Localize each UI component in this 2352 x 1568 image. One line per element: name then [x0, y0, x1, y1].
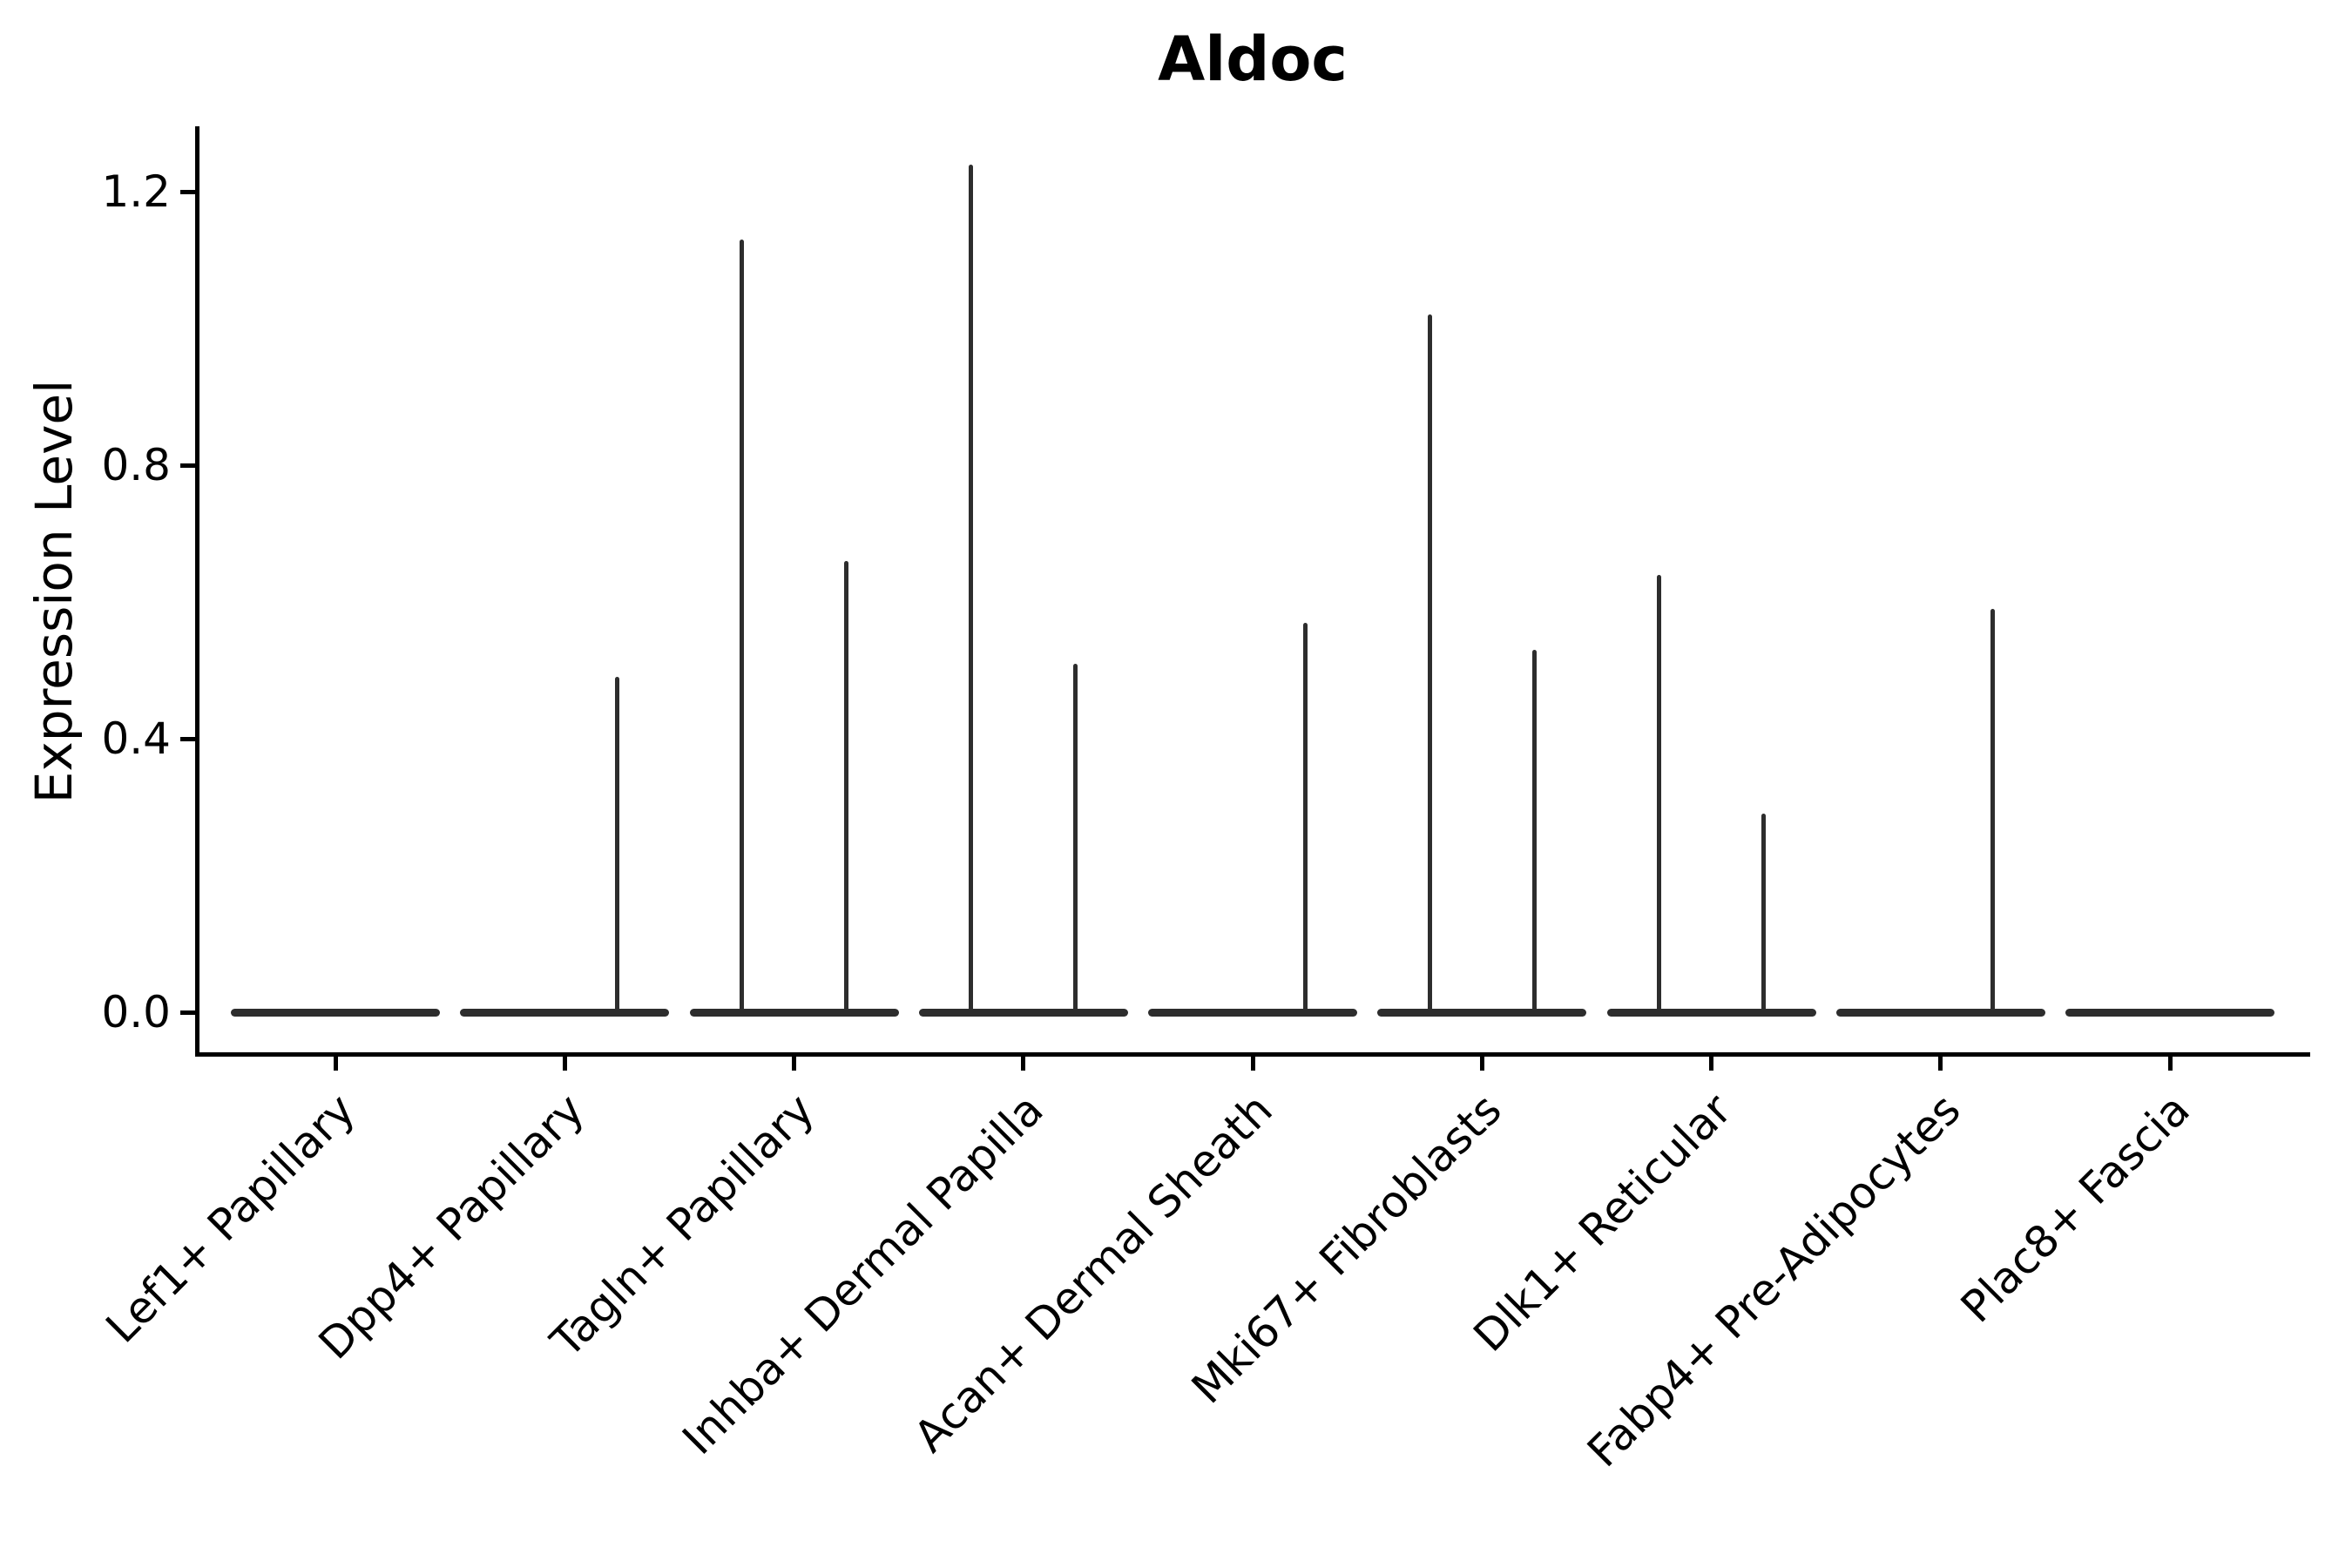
violin-body	[1606, 1008, 1816, 1017]
violin-body	[689, 1008, 899, 1017]
y-tick-mark	[180, 1010, 195, 1015]
y-tick-label: 0.0	[101, 987, 171, 1037]
violin-spike	[614, 677, 619, 1012]
violin-spike	[1990, 608, 1996, 1012]
x-tick-mark	[1021, 1057, 1026, 1071]
x-tick-mark	[2167, 1057, 2173, 1071]
y-axis-line	[195, 126, 199, 1057]
violin-spike	[1531, 649, 1537, 1012]
x-axis-line	[195, 1052, 2310, 1057]
violin-spike	[1427, 314, 1432, 1012]
x-tick-mark	[1250, 1057, 1255, 1071]
chart-title: Aldoc	[1158, 24, 1348, 95]
y-axis-label: Expression Level	[24, 379, 84, 804]
violin-spike	[969, 164, 974, 1012]
x-tick-mark	[333, 1057, 338, 1071]
violin-spike	[1073, 663, 1078, 1012]
x-tick-mark	[1938, 1057, 1943, 1071]
y-tick-mark	[180, 189, 195, 194]
violin-body	[918, 1008, 1128, 1017]
violin-body	[460, 1008, 670, 1017]
x-tick-mark	[1479, 1057, 1484, 1071]
violin-spike	[1657, 574, 1661, 1012]
y-tick-label: 1.2	[101, 166, 171, 217]
violin-body	[1835, 1008, 2045, 1017]
violin-body	[1377, 1008, 1587, 1017]
y-tick-label: 0.4	[101, 713, 171, 764]
x-tick-mark	[562, 1057, 567, 1071]
x-tick-mark	[792, 1057, 796, 1071]
y-tick-mark	[180, 736, 195, 741]
y-tick-label: 0.8	[101, 440, 171, 490]
violin-body	[231, 1008, 440, 1017]
y-tick-mark	[180, 463, 195, 468]
violin-spike	[844, 560, 848, 1012]
violin-body	[2065, 1008, 2274, 1017]
violin-spike	[1761, 814, 1766, 1012]
violin-spike	[1302, 622, 1308, 1012]
violin-spike	[740, 239, 744, 1012]
violin-body	[1148, 1008, 1357, 1017]
x-tick-mark	[1709, 1057, 1713, 1071]
